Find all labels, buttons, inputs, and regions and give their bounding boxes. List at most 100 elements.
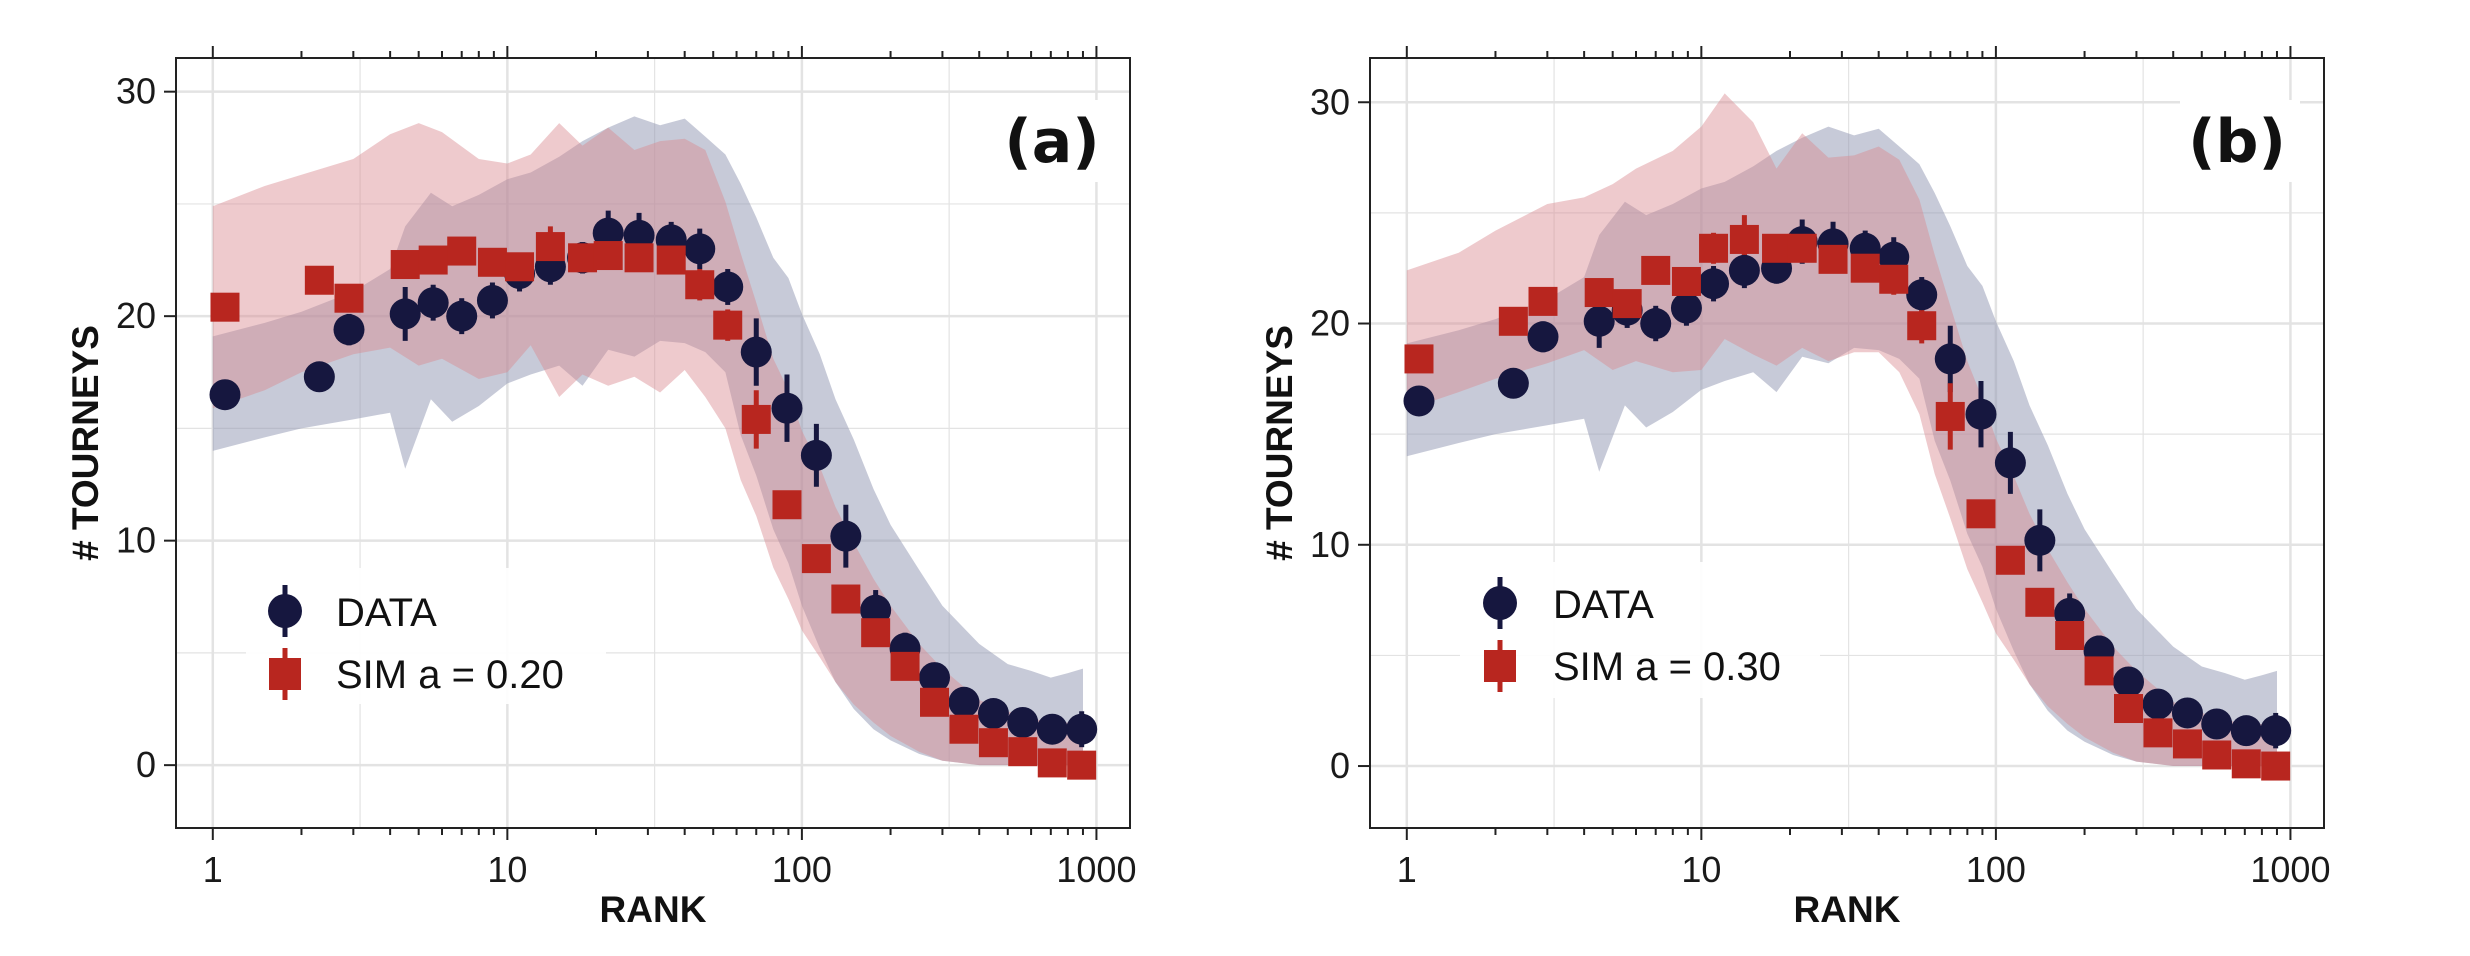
sim-point — [1498, 306, 1528, 336]
legend-sim-label-a: SIM a = 0.20 — [336, 653, 564, 697]
panel-a: 1 10 100 1000 0 10 20 30 RANK # TOURNEYS (a) DA… — [65, 46, 1136, 930]
sim-point — [772, 490, 802, 520]
tick-labels-a: 1 10 100 1000 0 10 20 30 — [116, 71, 1137, 890]
sim-point — [978, 728, 1008, 758]
data-point — [1036, 713, 1068, 745]
sim-point — [210, 292, 240, 322]
sim-point — [624, 243, 654, 273]
y-tick-label: 30 — [116, 71, 156, 112]
sim-point — [890, 651, 920, 681]
data-point — [1698, 268, 1730, 300]
sim-point — [713, 310, 743, 340]
legend-data-label-a: DATA — [336, 591, 437, 635]
sim-point — [831, 584, 861, 614]
y-tick-label: 0 — [136, 744, 156, 785]
y-tick-label: 10 — [116, 520, 156, 561]
data-point — [1906, 279, 1938, 311]
sim-point — [2202, 740, 2232, 770]
sim-point — [920, 687, 950, 717]
sim-point — [1641, 255, 1671, 285]
sim-confidence-band — [1406, 93, 2277, 766]
data-point — [2201, 708, 2233, 740]
y-tick-label: 20 — [116, 295, 156, 336]
data-point — [948, 686, 980, 718]
x-tick-label: 1000 — [1056, 849, 1136, 890]
x-axis-title-a: RANK — [600, 889, 707, 930]
data-point — [446, 300, 478, 332]
data-point — [1066, 713, 1098, 745]
ticks-a — [164, 46, 1098, 840]
data-point — [771, 392, 803, 424]
legend-bg-a — [246, 568, 606, 704]
panel-tag-a: (a) — [1004, 107, 1099, 177]
legend-data-label-b: DATA — [1553, 583, 1654, 627]
legend-b: DATA SIM a = 0.30 — [1460, 562, 1820, 698]
data-point — [592, 217, 624, 249]
sim-point — [1584, 278, 1614, 308]
sim-point — [1528, 286, 1558, 316]
sim-point — [304, 265, 334, 295]
data-point — [860, 594, 892, 626]
data-marks-b — [1403, 224, 2292, 781]
plot-frame-b — [1369, 57, 2325, 829]
data-point — [333, 314, 365, 346]
sim-point — [593, 241, 623, 271]
sim-point — [1935, 401, 1965, 431]
x-tick-label: 10 — [487, 849, 527, 890]
sim-point — [1787, 233, 1817, 263]
x-tick-label: 1 — [1397, 849, 1417, 890]
y-tick-label: 10 — [1310, 524, 1350, 565]
x-tick-label: 1 — [203, 849, 223, 890]
sim-point — [334, 283, 364, 313]
sim-point — [1907, 311, 1937, 341]
sim-point — [2172, 729, 2202, 759]
sim-point — [2084, 656, 2114, 686]
data-point — [2113, 666, 2145, 698]
data-point — [623, 219, 655, 251]
y-tick-label: 20 — [1310, 303, 1350, 344]
data-point — [1640, 308, 1672, 340]
sim-point — [2143, 718, 2173, 748]
data-marks-a — [209, 217, 1098, 780]
sim-point — [2055, 621, 2085, 650]
legend-sim-label-b: SIM a = 0.30 — [1553, 645, 1781, 689]
legend-sim-symbol-a — [269, 658, 301, 690]
sim-point — [801, 544, 831, 574]
sim-point — [1037, 748, 1067, 778]
sim-point — [1699, 233, 1729, 263]
legend-data-symbol-b — [1483, 586, 1517, 620]
data-point — [1965, 398, 1997, 430]
y-tick-label: 30 — [1310, 81, 1350, 122]
sim-point — [2114, 694, 2144, 724]
data-point — [1670, 292, 1702, 324]
sim-point — [1404, 344, 1434, 374]
x-tick-label: 100 — [772, 849, 832, 890]
data-point — [740, 336, 772, 368]
sim-point — [1818, 244, 1848, 274]
data-point — [712, 271, 744, 303]
sim-point — [568, 243, 598, 273]
sim-point — [1879, 264, 1909, 294]
data-point — [476, 284, 508, 316]
data-point — [2171, 697, 2203, 729]
y-tick-label: 0 — [1330, 745, 1350, 786]
x-tick-label: 10 — [1681, 849, 1721, 890]
data-point — [830, 520, 862, 552]
sim-point — [1966, 499, 1996, 529]
data-point — [800, 439, 832, 471]
data-point — [977, 698, 1009, 730]
sim-point — [656, 245, 686, 275]
data-point — [1007, 706, 1039, 738]
data-point — [2260, 715, 2292, 747]
data-point — [417, 287, 449, 319]
sim-point — [1729, 224, 1759, 254]
sim-point — [1008, 737, 1038, 767]
sim-point — [741, 404, 771, 434]
y-axis-title-a: # TOURNEYS — [65, 325, 106, 561]
tick-labels-b: 1 10 100 1000 0 10 20 30 — [1310, 81, 2331, 890]
x-axis-title-b: RANK — [1794, 889, 1901, 930]
legend-sim-symbol-b — [1484, 650, 1516, 682]
sim-point — [2231, 749, 2261, 779]
panel-tag-bg-b — [2180, 100, 2300, 182]
